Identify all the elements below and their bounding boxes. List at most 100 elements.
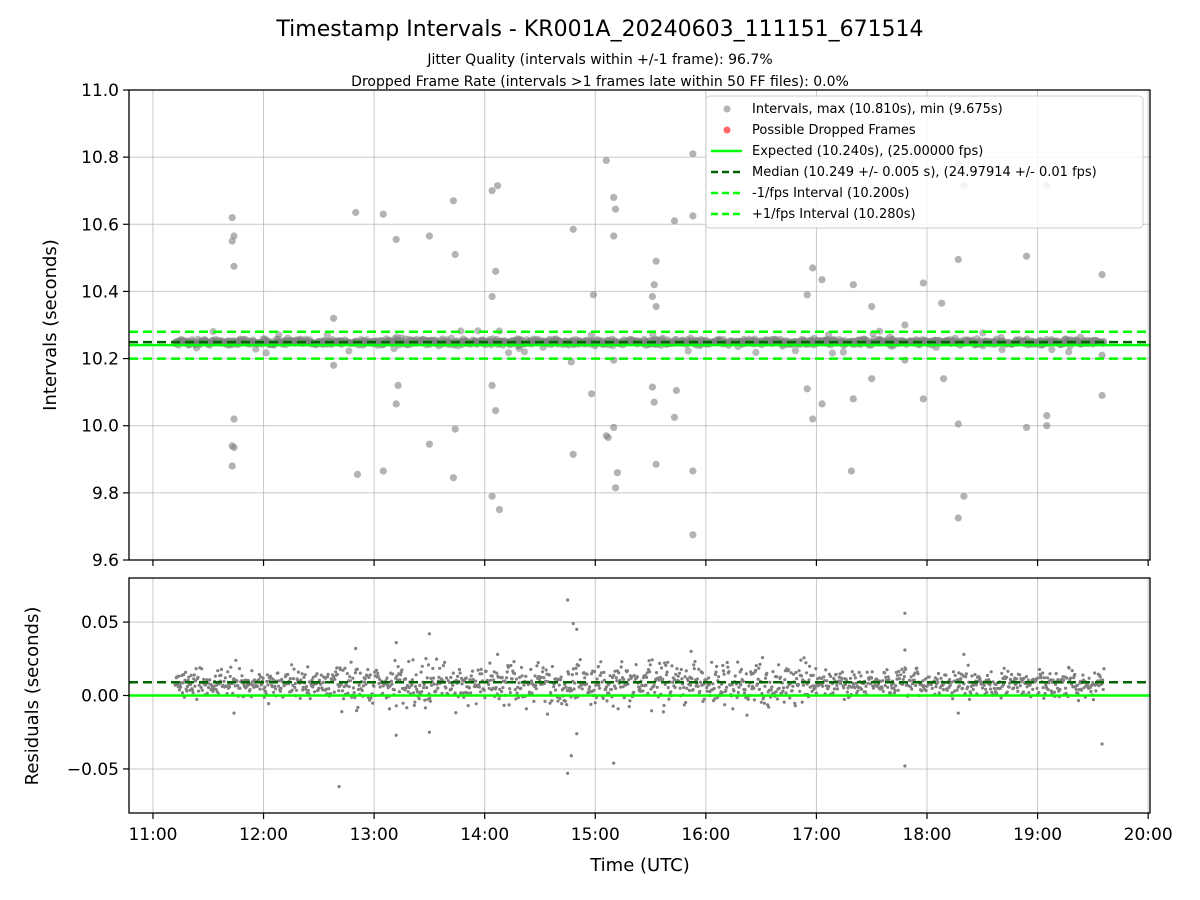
residual-point <box>973 672 977 677</box>
residual-point <box>423 698 427 702</box>
residual-point <box>782 686 786 690</box>
residual-point <box>838 672 842 676</box>
interval-outlier-point <box>425 232 433 240</box>
interval-point <box>752 348 760 356</box>
residual-point <box>364 682 368 686</box>
residual-point <box>674 672 678 677</box>
residual-point <box>721 663 725 668</box>
residual-point <box>676 674 680 678</box>
residual-point <box>194 667 198 671</box>
residual-point <box>1076 691 1080 695</box>
residual-point <box>422 686 426 690</box>
interval-outlier-point <box>228 462 236 470</box>
residual-point <box>742 691 747 695</box>
residual-point <box>537 674 541 679</box>
interval-point <box>687 334 695 342</box>
interval-outlier-point <box>954 255 962 264</box>
residual-point <box>732 689 736 693</box>
residual-point <box>655 685 659 689</box>
residual-point <box>892 686 896 690</box>
residual-point <box>781 689 785 693</box>
residual-outlier-point <box>569 754 573 758</box>
residual-point <box>263 685 267 689</box>
residual-point <box>573 696 578 700</box>
residual-point <box>398 678 402 682</box>
residual-point <box>821 684 825 688</box>
residual-point <box>789 671 793 675</box>
interval-outlier-point <box>425 440 433 448</box>
residual-point <box>948 678 952 682</box>
residual-point <box>392 688 396 692</box>
residual-point <box>1010 672 1014 677</box>
residual-point <box>558 678 563 682</box>
residual-point <box>840 670 845 674</box>
residual-point <box>1005 690 1009 694</box>
residual-point <box>824 668 828 672</box>
residual-point <box>797 669 801 673</box>
residual-point <box>627 705 631 709</box>
residual-point <box>539 675 543 679</box>
residual-point <box>302 675 306 680</box>
residual-point <box>814 667 818 671</box>
residual-point <box>598 673 602 678</box>
residual-point <box>195 697 199 702</box>
interval-outlier-point <box>1098 351 1106 359</box>
residual-point <box>306 665 310 669</box>
residual-point <box>492 670 496 674</box>
residual-point <box>351 686 356 690</box>
residual-point <box>745 713 749 717</box>
residual-point <box>482 688 486 692</box>
residual-point <box>429 676 433 681</box>
bottom-y-ticks: −0.05 0.00 0.05 <box>67 613 129 780</box>
interval-outlier-point <box>849 395 857 403</box>
residual-point <box>894 670 898 674</box>
residual-point <box>519 665 524 670</box>
residual-point <box>543 699 547 704</box>
residual-point <box>870 670 874 674</box>
residual-point <box>211 689 215 694</box>
residual-point <box>459 691 463 695</box>
residual-point <box>715 664 719 669</box>
residual-point <box>451 683 455 688</box>
residual-point <box>683 675 687 679</box>
residual-point <box>353 671 357 675</box>
residual-point <box>604 687 608 692</box>
residual-point <box>360 689 364 693</box>
residual-point <box>202 677 206 682</box>
residual-point <box>258 687 262 691</box>
residual-point <box>506 665 510 669</box>
interval-point <box>839 348 848 356</box>
residual-point <box>951 697 955 701</box>
residual-point <box>338 668 343 672</box>
x-tick-label: 16:00 <box>681 825 730 845</box>
residual-point <box>197 683 201 687</box>
residual-point <box>197 689 201 693</box>
residual-point <box>1042 696 1046 700</box>
residual-point <box>325 675 330 679</box>
interval-outlier-point <box>330 314 338 322</box>
residual-point <box>733 674 737 678</box>
residual-point <box>679 667 683 672</box>
interval-outlier-point <box>672 386 681 395</box>
residual-point <box>557 683 561 687</box>
residual-point <box>594 683 598 687</box>
residual-point <box>257 678 261 682</box>
residual-point <box>611 704 615 708</box>
interval-point <box>284 334 292 342</box>
residual-point <box>346 691 350 695</box>
residual-point <box>941 688 946 692</box>
residual-point <box>638 689 643 694</box>
residual-point <box>191 691 195 695</box>
residual-point <box>282 684 286 688</box>
residual-point <box>930 686 934 691</box>
interval-outlier-point <box>492 267 500 275</box>
residual-point <box>470 669 475 673</box>
residual-point <box>632 690 636 695</box>
legend: Intervals, max (10.810s), min (9.675s) P… <box>705 95 1144 229</box>
residual-point <box>746 697 750 702</box>
residual-outlier-point <box>394 733 398 737</box>
residual-point <box>666 660 670 664</box>
residual-point <box>864 684 868 688</box>
top-y-tick-label: 10.2 <box>81 350 119 370</box>
residual-point <box>236 683 240 688</box>
